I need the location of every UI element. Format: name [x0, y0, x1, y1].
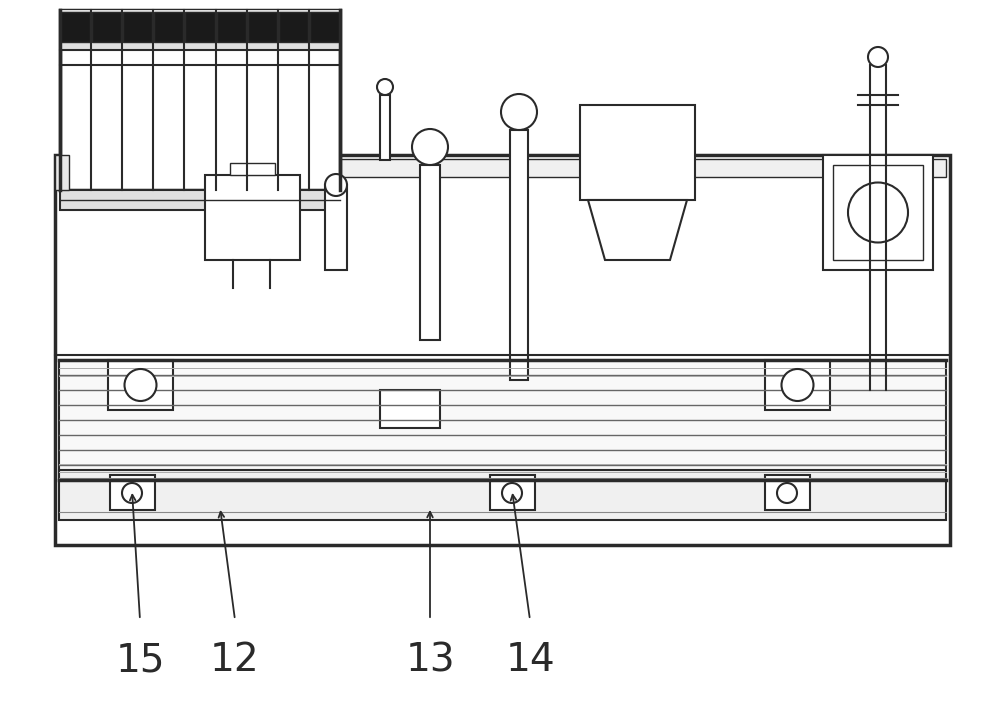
Bar	[248, 12, 277, 42]
Bar	[380, 95, 390, 160]
Bar	[185, 12, 215, 42]
Bar	[823, 155, 933, 270]
Bar	[60, 190, 340, 210]
Polygon shape	[588, 200, 687, 260]
Bar	[92, 12, 121, 42]
Circle shape	[377, 79, 393, 95]
Bar	[61, 12, 90, 42]
Bar	[420, 165, 440, 340]
Circle shape	[848, 182, 908, 243]
Bar	[60, 10, 340, 190]
Bar	[510, 130, 528, 380]
Bar	[580, 105, 695, 200]
Bar	[765, 475, 810, 510]
Bar	[59, 360, 946, 480]
Bar	[59, 159, 946, 177]
Text: 15: 15	[115, 641, 165, 679]
Bar	[55, 155, 69, 190]
Bar	[833, 165, 923, 260]
Circle shape	[124, 369, 156, 401]
Bar	[123, 12, 152, 42]
Bar	[108, 360, 173, 410]
Text: 13: 13	[405, 641, 455, 679]
Bar	[279, 12, 308, 42]
Circle shape	[868, 47, 888, 67]
Circle shape	[782, 369, 814, 401]
Circle shape	[501, 94, 537, 130]
Circle shape	[502, 483, 522, 503]
Bar	[325, 185, 347, 270]
Bar	[490, 475, 535, 510]
Circle shape	[412, 129, 448, 165]
Text: 14: 14	[505, 641, 555, 679]
Bar	[310, 12, 339, 42]
Bar	[230, 163, 275, 175]
Bar	[59, 470, 946, 520]
Circle shape	[777, 483, 797, 503]
Bar	[205, 175, 300, 260]
Bar	[60, 10, 340, 50]
Circle shape	[122, 483, 142, 503]
Bar	[110, 475, 155, 510]
Bar	[380, 390, 440, 428]
Bar	[55, 155, 950, 545]
Bar	[765, 360, 830, 410]
Circle shape	[325, 174, 347, 196]
Bar	[154, 12, 183, 42]
Bar	[217, 12, 246, 42]
Text: 12: 12	[210, 641, 260, 679]
